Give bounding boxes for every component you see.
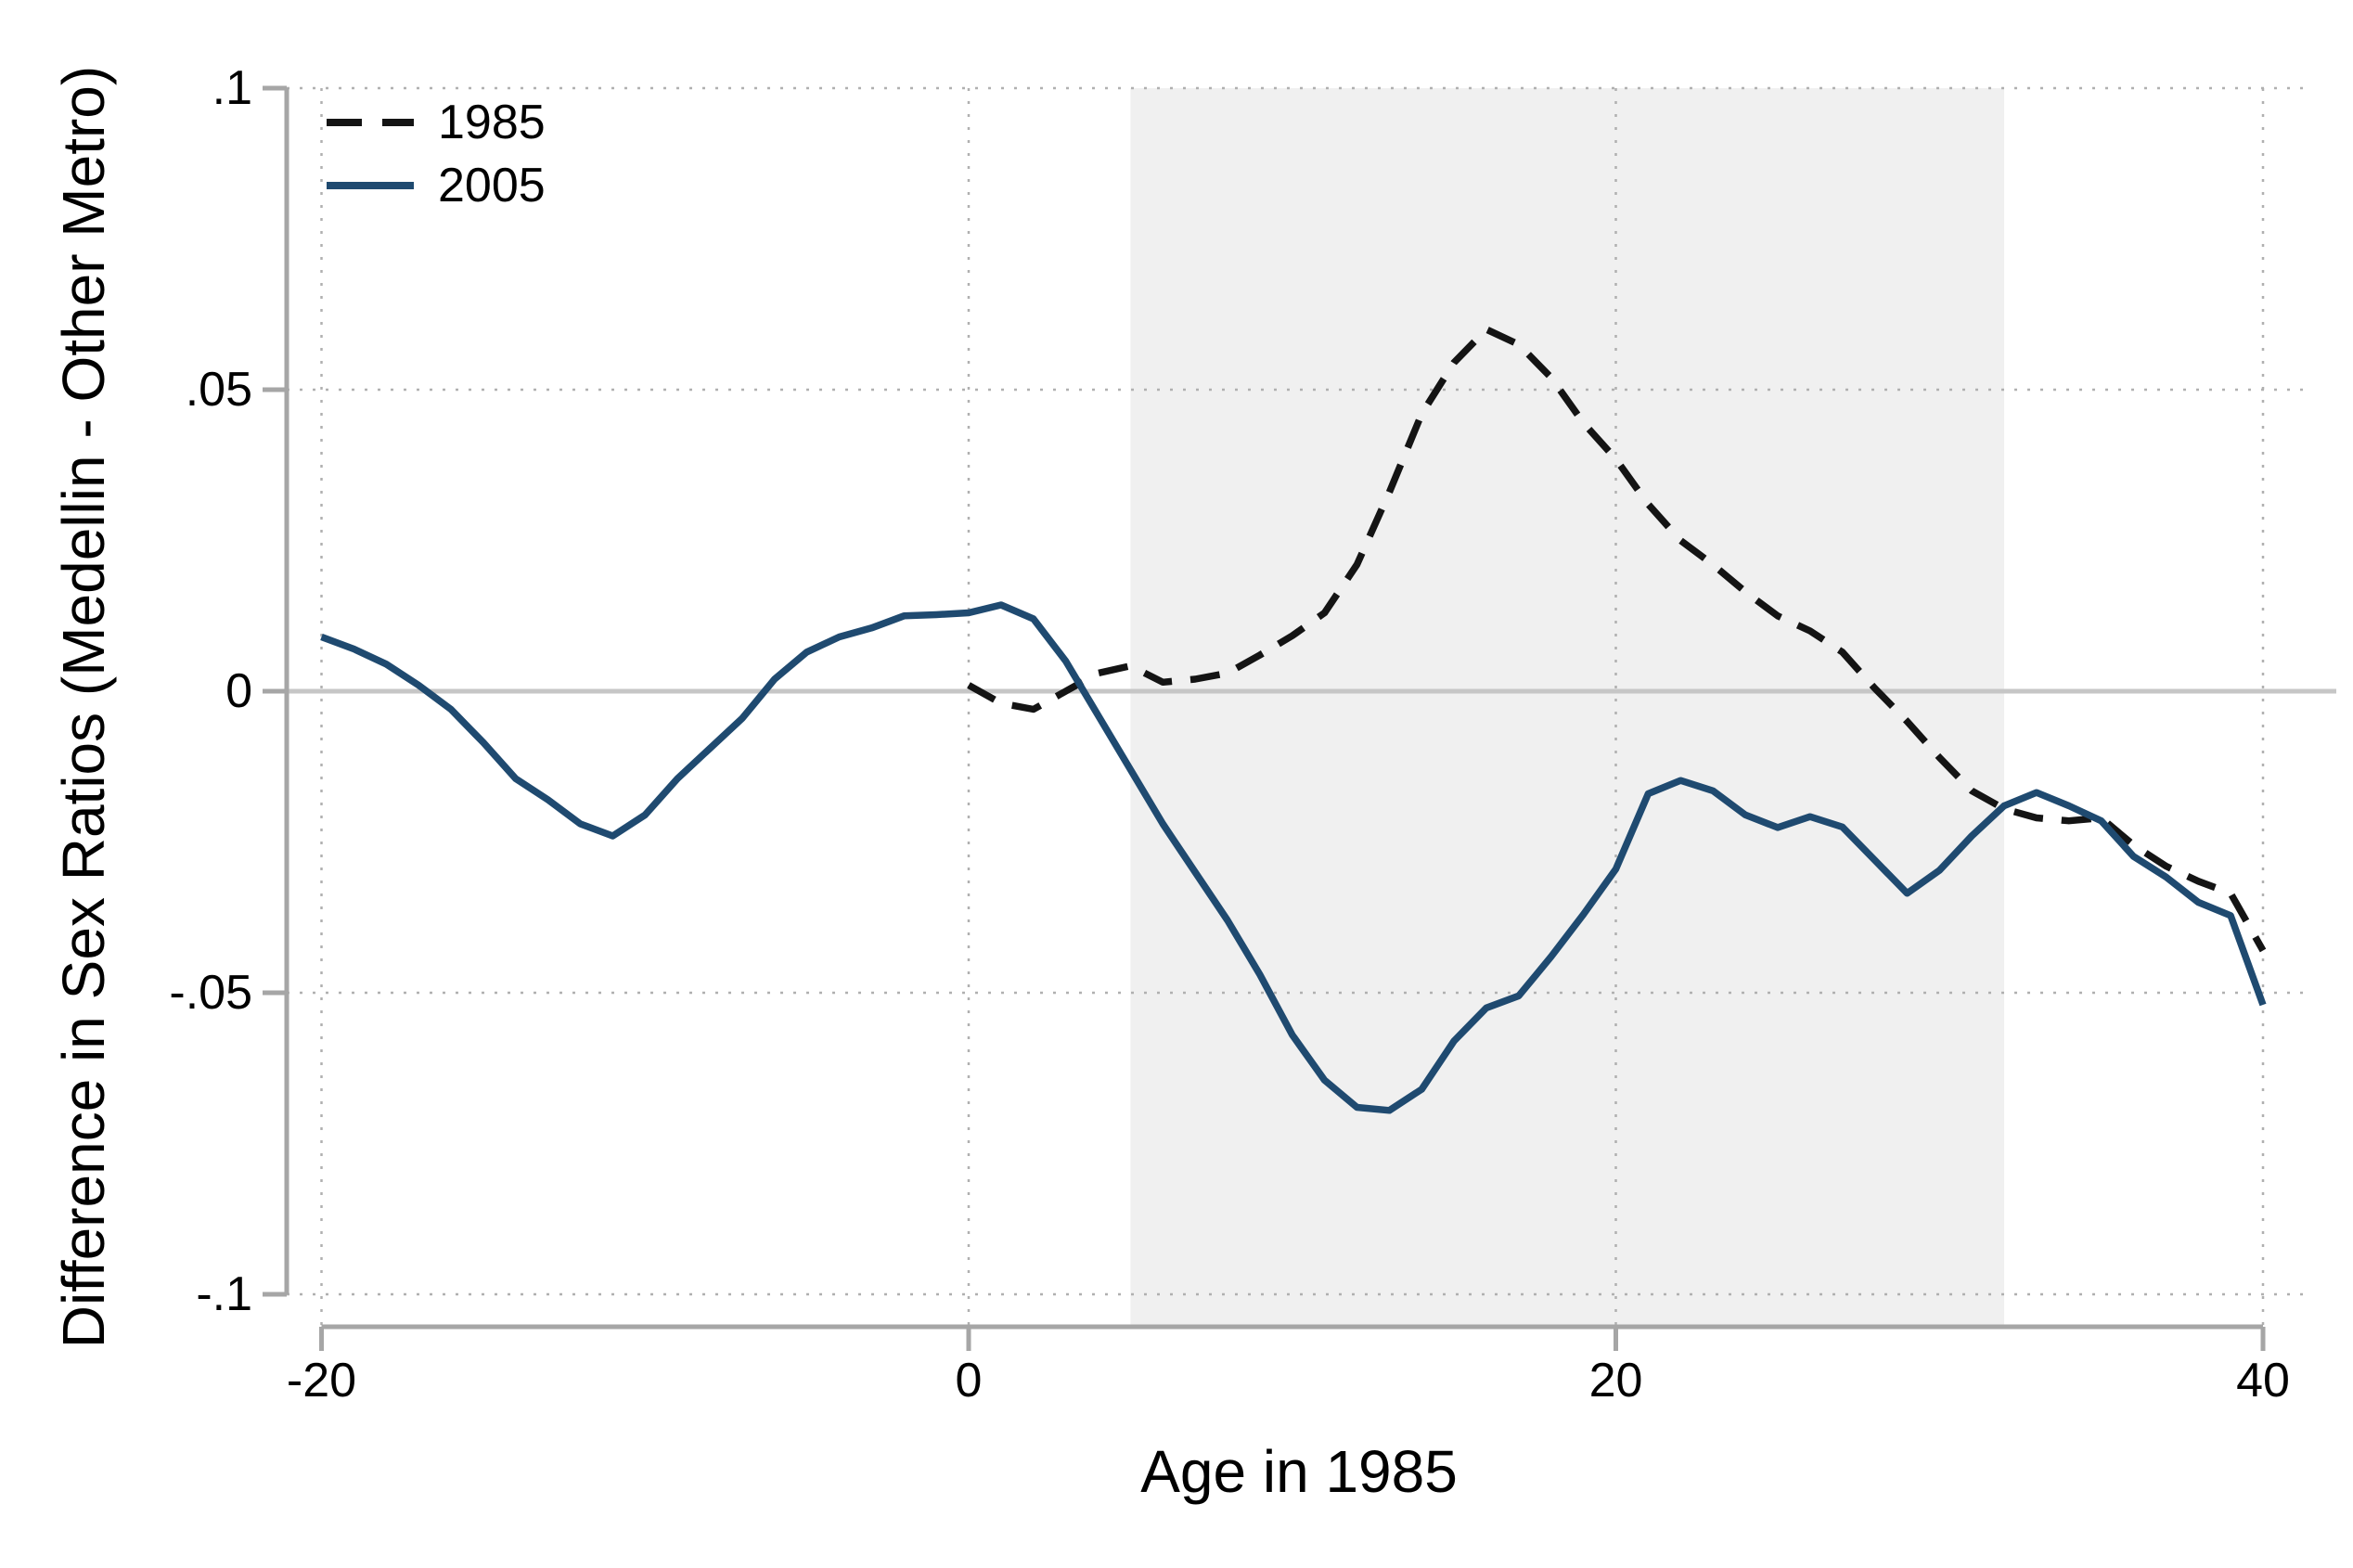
x-tick-label: 0 [956,1354,983,1407]
y-tick-label: 0 [225,664,252,718]
legend-label-2005: 2005 [438,159,546,212]
legend-label-1985: 1985 [438,96,546,149]
x-axis-title: Age in 1985 [1140,1438,1458,1505]
x-tick-label: -20 [287,1354,356,1407]
y-tick-label: .1 [212,61,252,115]
legend: 1985 2005 [327,96,546,212]
series-line-2005 [320,601,2267,1114]
y-tick-label: -.1 [196,1267,252,1321]
axes: .1 .05 0 -.05 -.1 -20 0 20 40 [169,61,2290,1407]
data-series [320,326,2267,1114]
shaded-region [1130,88,2004,1327]
y-tick-label: .05 [186,363,252,417]
x-tick-label: 40 [2236,1354,2290,1407]
y-axis-title: Difference in Sex Ratios (Medellin - Oth… [50,66,117,1348]
x-tick-label: 20 [1589,1354,1643,1407]
y-tick-label: -.05 [169,966,252,1020]
